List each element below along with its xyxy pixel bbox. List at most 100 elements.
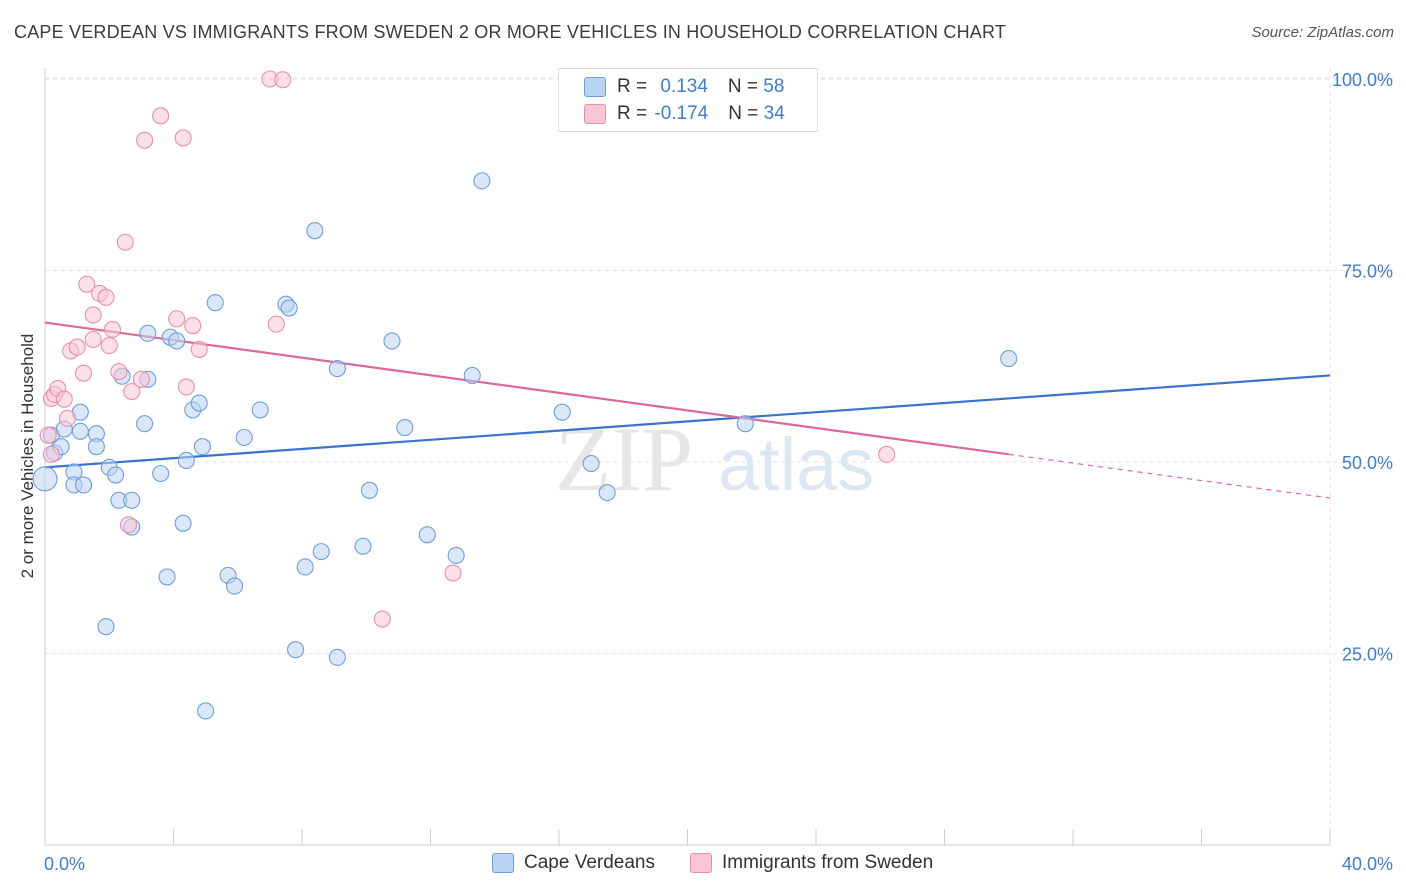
point-cape-verdean	[168, 332, 186, 350]
point-cape-verdean	[354, 537, 372, 555]
point-cape-verdean	[158, 568, 176, 586]
point-cape-verdean	[383, 332, 401, 350]
point-sweden	[123, 382, 141, 401]
point-sweden	[132, 370, 150, 388]
y-tick-label: 100.0%	[1332, 70, 1393, 90]
legend-item-immigrants-sweden[interactable]: Immigrants from Sweden	[690, 852, 933, 874]
point-cape-verdean	[360, 481, 379, 499]
trend-line-cape-verdean	[44, 374, 1331, 469]
point-cape-verdean	[553, 403, 571, 421]
point-cape-verdean	[136, 415, 154, 433]
legend-swatch-blue	[492, 853, 514, 873]
legend-swatch-blue	[584, 77, 606, 97]
point-cape-verdean	[152, 464, 170, 483]
point-sweden	[444, 564, 462, 582]
n-label: N =	[727, 76, 764, 97]
point-sweden	[116, 233, 134, 251]
point-sweden	[42, 445, 60, 463]
point-cape-verdean	[97, 618, 115, 636]
point-sweden	[68, 338, 86, 356]
point-sweden	[274, 71, 292, 89]
point-sweden	[174, 129, 192, 147]
point-cape-verdean	[107, 466, 125, 484]
point-sweden	[55, 390, 73, 408]
point-cape-verdean	[139, 324, 157, 342]
point-cape-verdean	[473, 172, 491, 190]
point-cape-verdean	[235, 428, 253, 447]
point-cape-verdean	[306, 222, 324, 240]
n-label: N =	[728, 103, 764, 124]
point-sweden	[100, 337, 118, 355]
legend-item-cape-verdeans[interactable]: Cape Verdeans	[492, 852, 655, 874]
point-sweden	[184, 317, 202, 335]
point-sweden	[84, 306, 102, 324]
y-tick-label: 50.0%	[1342, 453, 1393, 473]
point-cape-verdean	[251, 401, 269, 419]
point-cape-verdean	[1000, 350, 1018, 368]
r-value: 0.134	[660, 76, 708, 97]
point-cape-verdean	[225, 577, 244, 595]
point-sweden	[58, 409, 77, 427]
y-tick-label: 25.0%	[1342, 645, 1393, 665]
point-cape-verdean	[312, 543, 330, 561]
point-cape-verdean	[193, 438, 211, 456]
point-cape-verdean	[396, 418, 414, 437]
point-cape-verdean	[177, 451, 195, 470]
point-sweden	[177, 378, 195, 396]
point-sweden	[39, 426, 57, 444]
point-cape-verdean	[736, 415, 754, 433]
point-sweden	[103, 320, 122, 339]
data-points	[32, 70, 1018, 720]
point-cape-verdean	[197, 702, 215, 720]
legend-label: Cape Verdeans	[524, 852, 655, 873]
point-sweden	[78, 275, 96, 293]
point-cape-verdean	[71, 422, 89, 440]
y-tick-label: 75.0%	[1342, 262, 1393, 282]
point-cape-verdean	[123, 491, 141, 509]
point-sweden	[97, 288, 115, 306]
n-value: 58	[763, 76, 785, 97]
point-cape-verdean	[328, 359, 346, 378]
point-sweden	[168, 310, 186, 328]
x-tick-label: 40.0%	[1342, 854, 1393, 874]
x-tick-label: 0.0%	[44, 854, 85, 874]
point-sweden	[878, 445, 896, 463]
point-sweden	[75, 364, 93, 382]
point-cape-verdean	[328, 648, 346, 666]
point-sweden	[267, 315, 285, 333]
point-sweden	[110, 363, 128, 381]
watermark-atlas: atlas	[718, 423, 874, 506]
point-cape-verdean	[190, 394, 208, 412]
r-value: -0.174	[654, 103, 709, 124]
tick-labels: 25.0% 50.0% 75.0% 100.0% 0.0% 40.0%	[44, 70, 1393, 874]
point-cape-verdean	[598, 484, 616, 502]
point-cape-verdean	[75, 476, 93, 494]
legend-label: Immigrants from Sweden	[722, 852, 934, 873]
point-sweden	[84, 330, 102, 348]
point-sweden	[119, 516, 138, 534]
point-sweden	[152, 107, 170, 125]
point-cape-verdean	[174, 514, 192, 532]
point-cape-verdean	[280, 299, 298, 317]
stats-legend: R = 0.134 N = 58 R = -0.174 N = 34	[558, 68, 818, 132]
point-cape-verdean	[463, 366, 481, 384]
point-cape-verdean	[32, 466, 58, 492]
chart-title: CAPE VERDEAN VS IMMIGRANTS FROM SWEDEN 2…	[14, 22, 1007, 42]
trend-line-sweden-extension	[1008, 453, 1331, 499]
point-sweden	[190, 340, 208, 358]
point-cape-verdean	[447, 546, 465, 565]
point-cape-verdean	[87, 438, 105, 456]
point-cape-verdean	[582, 454, 600, 473]
point-cape-verdean	[296, 558, 314, 576]
series-legend: Cape Verdeans Immigrants from Sweden	[0, 852, 1406, 878]
source-label: Source: ZipAtlas.com	[1251, 24, 1394, 41]
n-value: 34	[763, 103, 785, 124]
r-label: R =	[617, 103, 653, 124]
point-sweden	[136, 131, 154, 149]
point-sweden	[373, 610, 391, 628]
legend-swatch-pink	[690, 853, 712, 873]
point-cape-verdean	[418, 526, 436, 544]
point-cape-verdean	[206, 294, 224, 312]
legend-swatch-pink	[584, 104, 606, 124]
